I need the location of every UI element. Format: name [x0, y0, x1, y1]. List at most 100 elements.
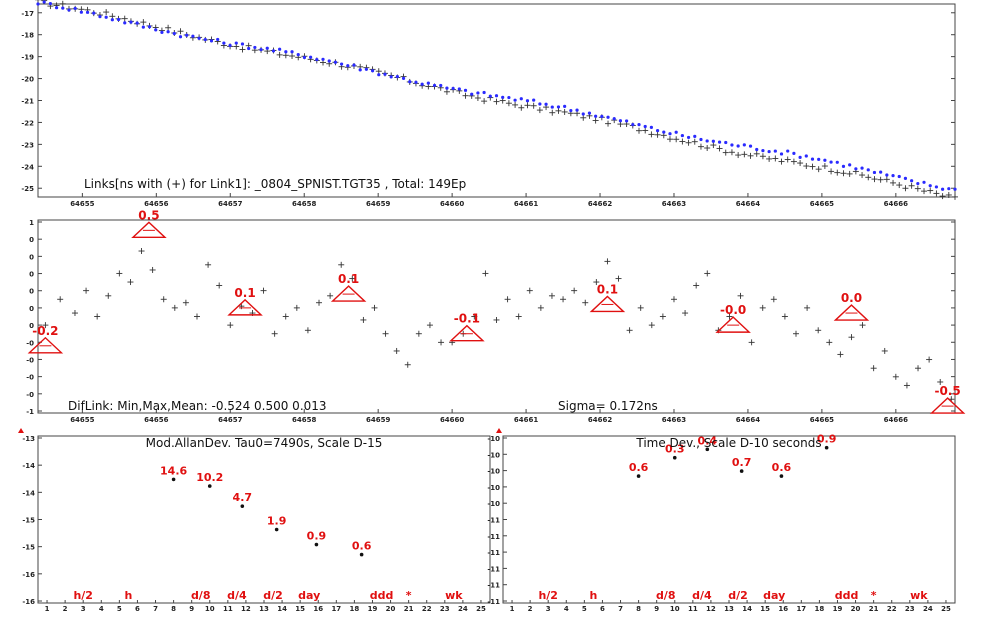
x-tick-label: 17	[796, 605, 806, 613]
data-point-link2	[315, 57, 319, 62]
data-point-link1	[883, 176, 890, 183]
x-tick-label: 14	[742, 605, 752, 613]
data-point-link2	[662, 130, 666, 134]
data-point-link2	[693, 134, 697, 138]
stability-value-label: 0.9	[307, 530, 327, 543]
y-tick-label: -22	[21, 119, 34, 127]
x-tick-label: 25	[476, 605, 486, 613]
x-tick-label: 10	[205, 605, 215, 613]
x-tick-label: 1	[45, 605, 50, 613]
data-point-link1	[239, 46, 246, 53]
data-point-link1	[518, 104, 525, 111]
tau-label: d/8	[191, 589, 211, 602]
residual-point	[193, 313, 200, 320]
stability-value-label: 0.3	[665, 443, 685, 456]
residual-point	[670, 296, 677, 303]
data-point-link2	[786, 149, 790, 153]
data-point-link2	[817, 157, 821, 161]
data-point-link2	[439, 83, 443, 88]
residual-point	[205, 261, 212, 268]
x-tick-label: 19	[368, 605, 378, 613]
data-point-link1	[908, 182, 915, 189]
data-point-link2	[637, 123, 641, 127]
residual-point	[349, 275, 356, 282]
x-tick-label: 20	[851, 605, 861, 613]
residual-point	[371, 304, 378, 311]
data-point-link2	[569, 108, 573, 113]
data-point-link2	[104, 15, 108, 19]
data-point-link2	[649, 125, 653, 129]
x-tick-label: 64660	[440, 200, 464, 208]
extreme-marker-label: -0.0	[720, 303, 746, 317]
data-point-link1	[778, 158, 785, 165]
data-point-link1	[840, 170, 847, 177]
residual-point	[737, 292, 744, 299]
x-tick-label: 2	[63, 605, 68, 613]
plot-frame	[37, 435, 491, 604]
residual-point	[781, 313, 788, 320]
residual-point	[515, 313, 522, 320]
y-tick-label: -20	[21, 76, 34, 84]
data-point-link2	[383, 72, 387, 76]
y-tick-label: -0	[26, 356, 34, 364]
data-point-link2	[67, 8, 71, 12]
data-point-link1	[605, 120, 612, 127]
tau-label: d/4	[227, 589, 247, 602]
data-point-link2	[420, 82, 424, 86]
data-point-link2	[309, 55, 313, 59]
residual-point	[804, 304, 811, 311]
residual-point	[870, 365, 877, 372]
data-point-link1	[728, 149, 735, 156]
data-point-link2	[699, 137, 703, 142]
data-point-link2	[253, 45, 257, 50]
data-point-link2	[85, 10, 90, 14]
data-point-link2	[556, 105, 561, 109]
residual-point	[926, 356, 933, 363]
data-point-link2	[36, 2, 40, 6]
data-point-link2	[947, 187, 951, 191]
data-point-link2	[445, 86, 449, 90]
residual-point	[493, 316, 500, 323]
x-tick-label: 13	[724, 605, 734, 613]
data-point-link2	[234, 41, 238, 45]
data-point-link1	[716, 145, 723, 152]
data-point-link1	[722, 149, 729, 156]
data-point-link2	[240, 42, 245, 46]
data-point-link2	[643, 124, 647, 129]
data-point-link2	[54, 6, 59, 10]
y-tick-label: -11	[487, 582, 500, 590]
stability-point	[240, 504, 245, 508]
data-point-link2	[507, 95, 511, 100]
data-point-link2	[166, 30, 170, 34]
x-tick-label: 22	[887, 605, 897, 613]
sigma-text: Sigma= 0.172ns	[558, 399, 658, 413]
residual-point	[482, 270, 489, 277]
data-point-link1	[276, 51, 283, 58]
data-point-link2	[612, 117, 616, 121]
tau-label: d/2	[263, 589, 283, 602]
data-point-link1	[865, 174, 872, 181]
data-point-link2	[854, 167, 858, 171]
data-point-link1	[165, 24, 172, 31]
x-tick-label: 64659	[366, 200, 390, 208]
data-point-link2	[587, 111, 592, 115]
data-point-link2	[910, 179, 914, 183]
data-point-link2	[346, 64, 350, 68]
x-tick-label: 21	[869, 605, 879, 613]
x-tick-label: 23	[440, 605, 450, 613]
data-point-link2	[717, 140, 722, 144]
data-point-link1	[140, 19, 147, 26]
data-point-link2	[222, 41, 226, 45]
extreme-marker-label: 0.1	[597, 282, 618, 296]
extreme-marker-label: 0.5	[138, 208, 159, 222]
data-point-link2	[302, 55, 307, 60]
data-point-link1	[939, 193, 946, 200]
data-point-link2	[773, 149, 777, 153]
tau-label: ddd	[370, 589, 394, 602]
y-tick-label: -16	[22, 571, 35, 579]
data-point-link1	[828, 168, 835, 175]
data-point-link1	[945, 191, 952, 198]
data-point-link2	[848, 163, 852, 167]
data-point-link2	[395, 75, 399, 79]
data-point-link1	[846, 170, 853, 177]
